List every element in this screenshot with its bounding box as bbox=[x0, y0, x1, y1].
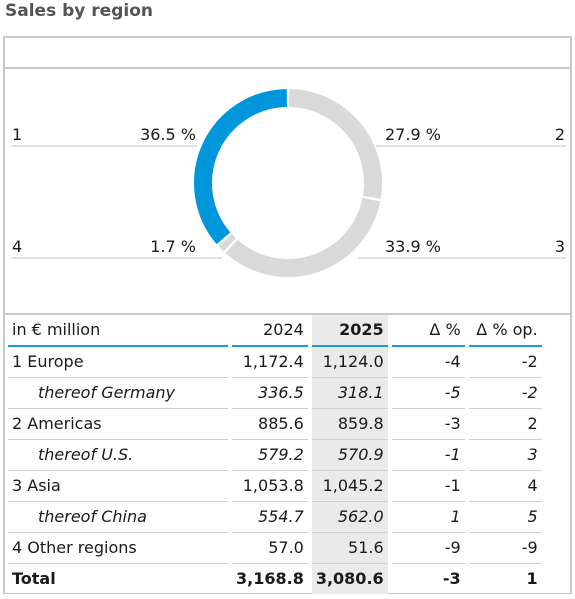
slice-value-3: 33.9 % bbox=[385, 237, 441, 256]
row-label: 3 Asia bbox=[8, 471, 228, 502]
chart-frame bbox=[3, 36, 572, 594]
table-cell: 3,168.8 bbox=[236, 569, 304, 588]
table-row: thereof China 554.7 562.0 1 5 bbox=[8, 502, 542, 533]
table-cell: 4 bbox=[468, 471, 542, 502]
table-header: in € million 2024 2025 Δ % Δ % op. bbox=[8, 315, 542, 347]
slice-value-2: 27.9 % bbox=[385, 125, 441, 144]
slice-label-3: 3 bbox=[555, 237, 565, 256]
table-cell: 1 bbox=[526, 569, 538, 588]
table-cell: Δ % bbox=[391, 315, 465, 347]
table-cell: Δ % op. bbox=[468, 315, 542, 347]
slice-value-4: 1.7 % bbox=[150, 237, 196, 256]
table-cell: -1 bbox=[391, 440, 465, 471]
table-cell: -1 bbox=[391, 471, 465, 502]
table-row: 4 Other regions 57.0 51.6 -9 -9 bbox=[8, 533, 542, 564]
row-label: thereof Germany bbox=[8, 378, 228, 409]
table-cell: 1 bbox=[391, 502, 465, 533]
slice-label-4: 4 bbox=[12, 237, 22, 256]
sales-table: in € million 2024 2025 Δ % Δ % op. 1 Europe 1,… bbox=[8, 315, 542, 594]
table-cell: 318.1 bbox=[311, 378, 388, 409]
donut-slice-3 bbox=[225, 197, 381, 277]
donut-slice-4 bbox=[218, 233, 236, 252]
row-label: thereof China bbox=[8, 502, 228, 533]
table-total-row: Total 3,168.8 3,080.6 -3 1 bbox=[8, 564, 542, 594]
frame-divider bbox=[3, 67, 572, 69]
table-row: 1 Europe 1,172.4 1,124.0 -4 -2 bbox=[8, 347, 542, 378]
table-cell: 579.2 bbox=[232, 440, 308, 471]
table-cell: 51.6 bbox=[311, 533, 388, 564]
row-label: 4 Other regions bbox=[8, 533, 228, 564]
row-label: Total bbox=[12, 569, 56, 588]
table-cell: 1,053.8 bbox=[232, 471, 308, 502]
donut-chart: 1 36.5 % 2 27.9 % 3 33.9 % 4 1.7 % bbox=[11, 89, 566, 277]
table-row: thereof Germany 336.5 318.1 -5 -2 bbox=[8, 378, 542, 409]
row-label: in € million bbox=[8, 315, 228, 347]
table-row: thereof U.S. 579.2 570.9 -1 3 bbox=[8, 440, 542, 471]
page-title: Sales by region bbox=[5, 1, 153, 21]
row-label: thereof U.S. bbox=[8, 440, 228, 471]
table-cell: 859.8 bbox=[311, 409, 388, 440]
table-cell: 2024 bbox=[232, 315, 308, 347]
row-label: 2 Americas bbox=[8, 409, 228, 440]
table-cell: 57.0 bbox=[232, 533, 308, 564]
table-row: 2 Americas 885.6 859.8 -3 2 bbox=[8, 409, 542, 440]
table-cell: 885.6 bbox=[232, 409, 308, 440]
table-cell: 336.5 bbox=[232, 378, 308, 409]
table-cell: -4 bbox=[391, 347, 465, 378]
table-cell: -5 bbox=[391, 378, 465, 409]
table-cell: -3 bbox=[442, 569, 461, 588]
table-cell: 2 bbox=[468, 409, 542, 440]
table-cell: -9 bbox=[391, 533, 465, 564]
table-cell: 5 bbox=[468, 502, 542, 533]
table-cell: 1,172.4 bbox=[232, 347, 308, 378]
table-row: 3 Asia 1,053.8 1,045.2 -1 4 bbox=[8, 471, 542, 502]
table-cell: 1,124.0 bbox=[311, 347, 388, 378]
slice-label-1: 1 bbox=[12, 125, 22, 144]
table-cell: 1,045.2 bbox=[311, 471, 388, 502]
table-cell: -9 bbox=[468, 533, 542, 564]
table-cell: 570.9 bbox=[311, 440, 388, 471]
chart-table-divider bbox=[3, 313, 572, 315]
table-cell: 3,080.6 bbox=[311, 564, 388, 594]
table-cell: -3 bbox=[391, 409, 465, 440]
table-cell: -2 bbox=[468, 347, 542, 378]
slice-label-2: 2 bbox=[555, 125, 565, 144]
donut-slice-2 bbox=[288, 89, 382, 199]
table-cell: -2 bbox=[468, 378, 542, 409]
table-cell: 562.0 bbox=[311, 502, 388, 533]
row-label: 1 Europe bbox=[8, 347, 228, 378]
table-cell: 554.7 bbox=[232, 502, 308, 533]
table-cell: 3 bbox=[468, 440, 542, 471]
table-cell: 2025 bbox=[311, 315, 388, 347]
donut-slice-1 bbox=[194, 89, 288, 245]
slice-value-1: 36.5 % bbox=[140, 125, 196, 144]
